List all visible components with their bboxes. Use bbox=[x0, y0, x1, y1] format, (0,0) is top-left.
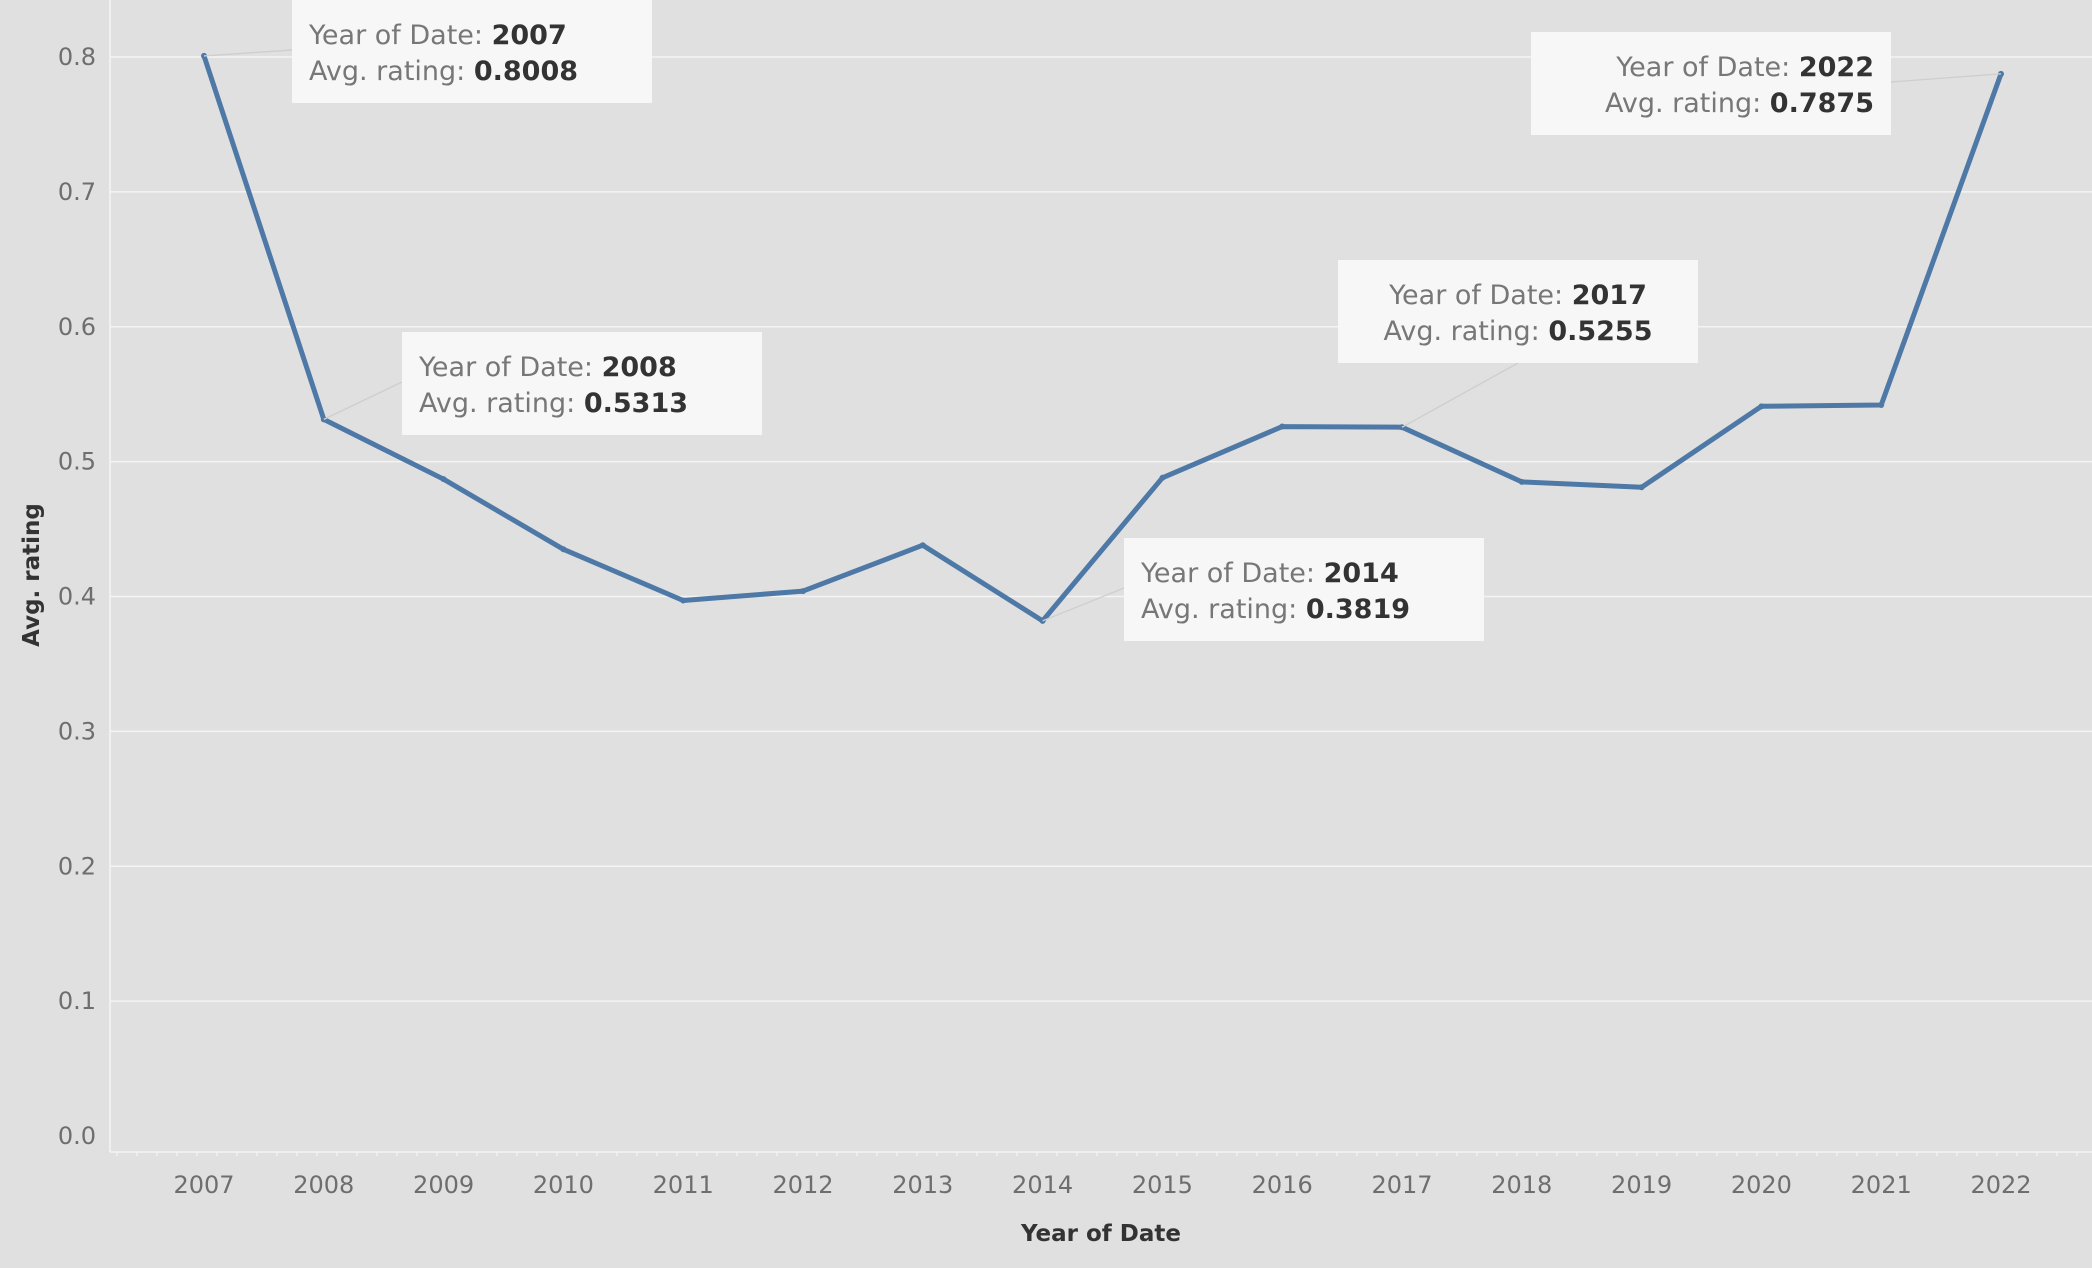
annotation-box bbox=[1124, 538, 1484, 641]
data-point bbox=[1518, 478, 1525, 485]
annotation-text: Avg. rating: 0.7875 bbox=[1605, 88, 1874, 119]
y-tick-label: 0.8 bbox=[58, 43, 96, 71]
y-tick-label: 0.1 bbox=[58, 987, 96, 1015]
annotation-label: Year of Date: bbox=[1615, 52, 1799, 83]
annotation-box bbox=[1531, 32, 1891, 135]
annotation-text: Avg. rating: 0.8008 bbox=[309, 56, 578, 87]
annotation-value: 2007 bbox=[492, 20, 567, 51]
annotation-label: Avg. rating: bbox=[1605, 88, 1770, 119]
y-tick-label: 0.3 bbox=[58, 717, 96, 745]
annotation-leader bbox=[1890, 73, 2002, 83]
annotation-value: 2014 bbox=[1324, 558, 1399, 589]
x-tick-label: 2010 bbox=[533, 1171, 594, 1199]
annotation-box bbox=[402, 332, 762, 435]
annotation-callout: Year of Date: 2022 Avg. rating: 0.7875 bbox=[1531, 32, 2002, 135]
gridlines bbox=[110, 56, 2092, 1002]
annotation-text: Year of Date: 2008 bbox=[418, 352, 677, 383]
x-axis-title: Year of Date bbox=[1020, 1221, 1181, 1247]
annotation-value: 0.3819 bbox=[1306, 594, 1410, 625]
y-tick-label: 0.5 bbox=[58, 448, 96, 476]
annotation-value: 0.5313 bbox=[584, 388, 688, 419]
annotation-value: 0.7875 bbox=[1770, 88, 1874, 119]
annotation-label: Year of Date: bbox=[308, 20, 492, 51]
data-point bbox=[1279, 423, 1286, 430]
x-tick-label: 2022 bbox=[1970, 1171, 2031, 1199]
data-point bbox=[1758, 403, 1765, 410]
annotation-text: Year of Date: 2017 bbox=[1388, 280, 1647, 311]
data-point bbox=[680, 597, 687, 604]
data-point bbox=[1638, 484, 1645, 491]
x-tick-label: 2019 bbox=[1611, 1171, 1672, 1199]
y-tick-label: 0.7 bbox=[58, 178, 96, 206]
x-tick-label: 2014 bbox=[1012, 1171, 1073, 1199]
annotation-label: Avg. rating: bbox=[309, 56, 474, 87]
x-tick-label: 2015 bbox=[1132, 1171, 1193, 1199]
annotation-label: Avg. rating: bbox=[1383, 316, 1548, 347]
annotation-callout: Year of Date: 2007 Avg. rating: 0.8008 bbox=[203, 0, 652, 103]
annotation-leader bbox=[203, 49, 293, 57]
annotation-leader bbox=[1042, 587, 1125, 622]
annotation-value: 2008 bbox=[602, 352, 677, 383]
annotation-value: 0.5255 bbox=[1548, 316, 1652, 347]
annotation-callout: Year of Date: 2008 Avg. rating: 0.5313 bbox=[323, 332, 762, 435]
data-point bbox=[919, 542, 926, 549]
annotation-leader bbox=[1401, 362, 1519, 428]
data-point bbox=[440, 476, 447, 483]
annotation-label: Avg. rating: bbox=[419, 388, 584, 419]
annotation-text: Avg. rating: 0.3819 bbox=[1141, 594, 1410, 625]
annotation-text: Year of Date: 2014 bbox=[1140, 558, 1399, 589]
data-point bbox=[800, 588, 806, 595]
annotation-label: Year of Date: bbox=[418, 352, 602, 383]
x-tick-label: 2020 bbox=[1731, 1171, 1792, 1199]
annotation-value: 2022 bbox=[1799, 52, 1874, 83]
series-layer bbox=[201, 52, 2004, 624]
x-tick-label: 2009 bbox=[413, 1171, 474, 1199]
annotation-text: Year of Date: 2007 bbox=[308, 20, 567, 51]
annotation-label: Year of Date: bbox=[1388, 280, 1572, 311]
axes: 0.0 0.1 0.2 0.3 0.4 0.5 0.6 0.7 0.8 2007 2008 2009 2… bbox=[58, 0, 2092, 1199]
y-tick-label: 0.4 bbox=[58, 583, 96, 611]
data-point bbox=[560, 546, 567, 553]
annotation-label: Year of Date: bbox=[1140, 558, 1324, 589]
x-tick-label: 2021 bbox=[1851, 1171, 1912, 1199]
series-line bbox=[201, 53, 2004, 624]
annotation-callout: Year of Date: 2014 Avg. rating: 0.3819 bbox=[1042, 538, 1484, 641]
annotation-value: 2017 bbox=[1572, 280, 1647, 311]
y-tick-label: 0.2 bbox=[58, 852, 96, 880]
annotation-label: Avg. rating: bbox=[1141, 594, 1306, 625]
x-tick-label: 2013 bbox=[892, 1171, 953, 1199]
annotation-text: Avg. rating: 0.5255 bbox=[1383, 316, 1652, 347]
annotation-leader bbox=[323, 381, 403, 421]
x-tick-label: 2007 bbox=[173, 1171, 234, 1199]
x-tick-label: 2008 bbox=[293, 1171, 354, 1199]
x-tick-label: 2016 bbox=[1252, 1171, 1313, 1199]
x-tick-label: 2017 bbox=[1371, 1171, 1432, 1199]
x-tick-label: 2011 bbox=[653, 1171, 714, 1199]
x-tick-label: 2018 bbox=[1491, 1171, 1552, 1199]
annotation-box bbox=[292, 0, 652, 103]
annotation-text: Avg. rating: 0.5313 bbox=[419, 388, 688, 419]
data-point bbox=[1878, 401, 1885, 408]
x-tick-label: 2012 bbox=[772, 1171, 833, 1199]
y-tick-label: 0.6 bbox=[58, 313, 96, 341]
data-point bbox=[1159, 474, 1166, 481]
y-axis-title: Avg. rating bbox=[19, 503, 45, 647]
y-tick-label: 0.0 bbox=[58, 1122, 96, 1150]
annotation-box bbox=[1338, 260, 1698, 363]
annotation-value: 0.8008 bbox=[474, 56, 578, 87]
annotation-callout: Year of Date: 2017 Avg. rating: 0.5255 bbox=[1338, 260, 1698, 428]
annotation-text: Year of Date: 2022 bbox=[1615, 52, 1874, 83]
